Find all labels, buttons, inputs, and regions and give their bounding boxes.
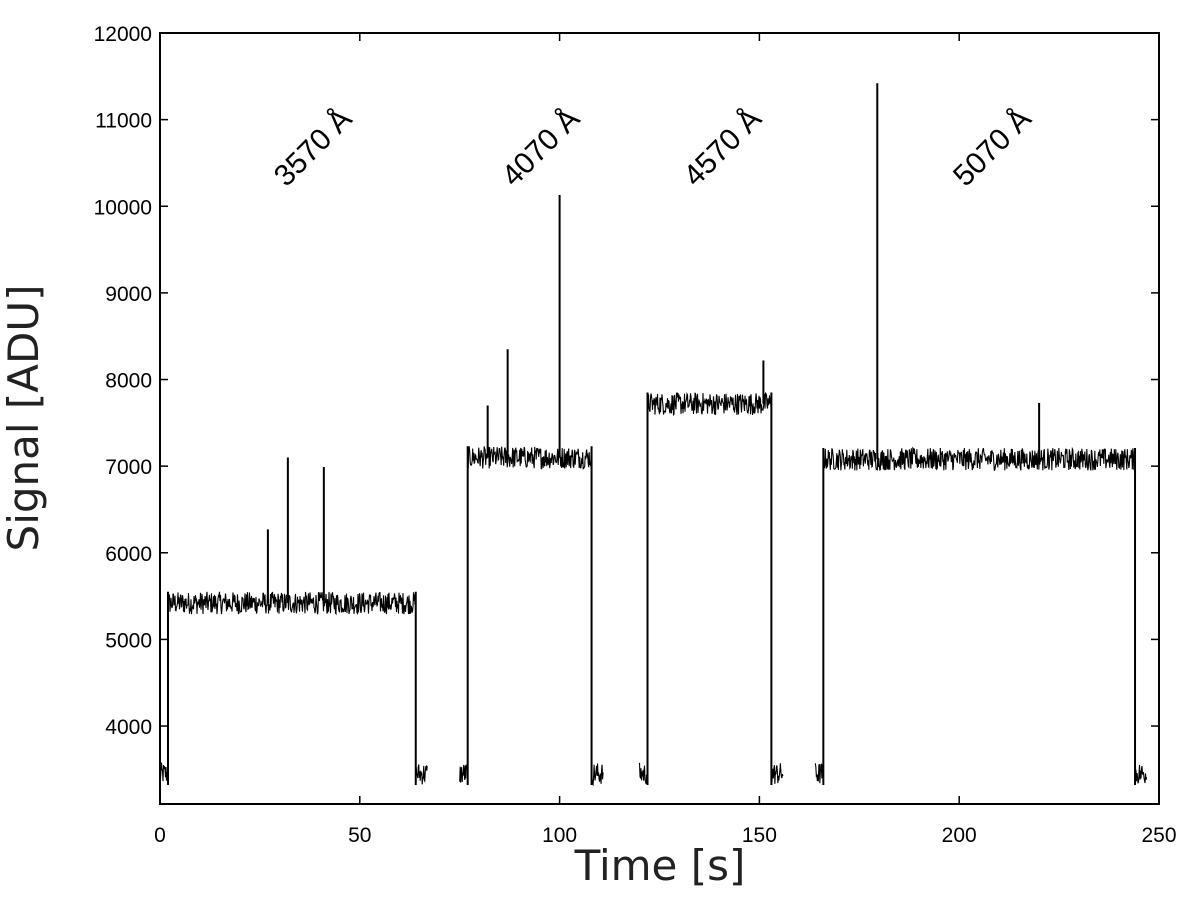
signal-segment	[167, 590, 417, 616]
y-tick-label: 10000	[94, 196, 152, 219]
x-tick-label: 100	[542, 824, 577, 847]
signal-trace-layer	[159, 391, 1148, 787]
y-axis-ticks: 4000 5000 6000 7000 8000 9000 10000 11000 12000	[94, 23, 1159, 739]
signal-segment	[459, 764, 468, 783]
signal-segment	[814, 763, 824, 784]
signal-segment	[467, 445, 592, 470]
spike-layer	[266, 83, 1041, 604]
signal-segment	[415, 764, 428, 785]
y-tick-label: 7000	[105, 456, 152, 479]
wavelength-label: 4570 Å	[677, 102, 768, 193]
wavelength-label: 4070 Å	[496, 102, 587, 193]
y-tick-label: 5000	[105, 629, 152, 652]
x-tick-label: 250	[1141, 824, 1176, 847]
signal-segment	[638, 762, 648, 785]
x-tick-label: 50	[348, 824, 371, 847]
y-tick-label: 11000	[95, 110, 152, 133]
signal-segment	[159, 762, 169, 782]
y-tick-label: 8000	[105, 370, 152, 393]
signal-segment	[591, 763, 604, 787]
signal-segment	[646, 391, 772, 417]
y-tick-label: 4000	[105, 716, 152, 739]
signal-segment	[822, 446, 1136, 472]
wavelength-label: 3570 Å	[268, 102, 359, 193]
y-tick-label: 6000	[105, 543, 152, 566]
plot-frame	[159, 32, 1160, 805]
x-tick-label: 200	[942, 824, 977, 847]
x-axis-ticks: 0 50 100 150 200 250	[154, 33, 1177, 847]
x-tick-label: 150	[742, 824, 777, 847]
annotation-layer: 3570 Å 4070 Å 4570 Å 5070 Å	[268, 102, 1038, 193]
signal-segment	[1134, 764, 1148, 784]
x-tick-label: 0	[154, 824, 166, 847]
y-tick-label: 12000	[94, 23, 152, 46]
x-axis-title: Time [s]	[574, 841, 746, 890]
y-axis-title: Signal [ADU]	[0, 285, 48, 552]
y-tick-label: 9000	[105, 283, 152, 306]
wavelength-label: 5070 Å	[947, 102, 1038, 193]
signal-segment	[770, 763, 784, 784]
